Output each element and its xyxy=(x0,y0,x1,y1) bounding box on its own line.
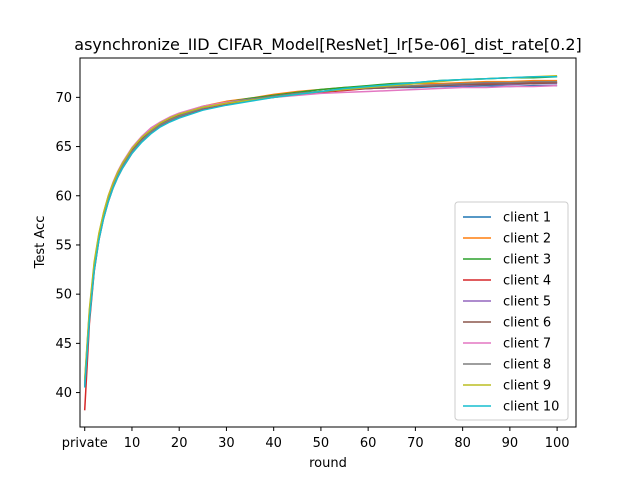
x-tick-label: 20 xyxy=(171,436,188,451)
y-tick-label: 60 xyxy=(55,189,72,204)
legend-entry-label: client 6 xyxy=(503,316,551,331)
x-tick-label: 40 xyxy=(265,436,282,451)
legend-entry-label: client 8 xyxy=(503,358,551,373)
x-tick-label: 70 xyxy=(407,436,424,451)
x-axis: private 10 20 30 40 50 60 70 80 90 100 xyxy=(62,427,570,451)
y-tick-label: 50 xyxy=(55,288,72,303)
plot-lines xyxy=(83,74,558,411)
x-tick-label: 90 xyxy=(502,436,519,451)
chart-title: asynchronize_IID_CIFAR_Model[ResNet]_lr[… xyxy=(74,35,581,55)
plot-frame xyxy=(79,57,577,428)
y-tick-label: 40 xyxy=(55,386,72,401)
y-tick-label: 65 xyxy=(55,140,72,155)
legend-entry-label: client 2 xyxy=(503,232,551,247)
legend: client 1 client 2 client 3 client 4 client 5… xyxy=(454,201,569,421)
x-tick-label: private xyxy=(62,436,108,451)
x-tick-label: 80 xyxy=(454,436,471,451)
legend-box xyxy=(454,201,569,421)
legend-entry-label: client 3 xyxy=(503,253,551,268)
series-line-client-9 xyxy=(83,74,558,380)
legend-entry-label: client 5 xyxy=(503,295,551,310)
series-line-client-10 xyxy=(83,75,558,388)
x-tick-label: 100 xyxy=(545,436,570,451)
legend-entry-label: client 4 xyxy=(503,274,551,289)
y-tick-label: 45 xyxy=(55,337,72,352)
y-axis: 40 45 50 55 60 65 70 xyxy=(55,91,80,401)
y-tick-label: 55 xyxy=(55,238,72,253)
legend-entry-label: client 9 xyxy=(503,379,551,394)
x-axis-label: round xyxy=(309,456,347,471)
legend-entry-label: client 10 xyxy=(503,400,559,415)
x-tick-label: 50 xyxy=(313,436,330,451)
y-tick-label: 70 xyxy=(55,91,72,106)
x-tick-label: 10 xyxy=(124,436,141,451)
legend-entry-label: client 7 xyxy=(503,337,551,352)
legend-entry-label: client 1 xyxy=(503,211,551,226)
y-axis-label: Test Acc xyxy=(33,216,48,270)
x-tick-label: 60 xyxy=(360,436,377,451)
x-tick-label: 30 xyxy=(218,436,235,451)
